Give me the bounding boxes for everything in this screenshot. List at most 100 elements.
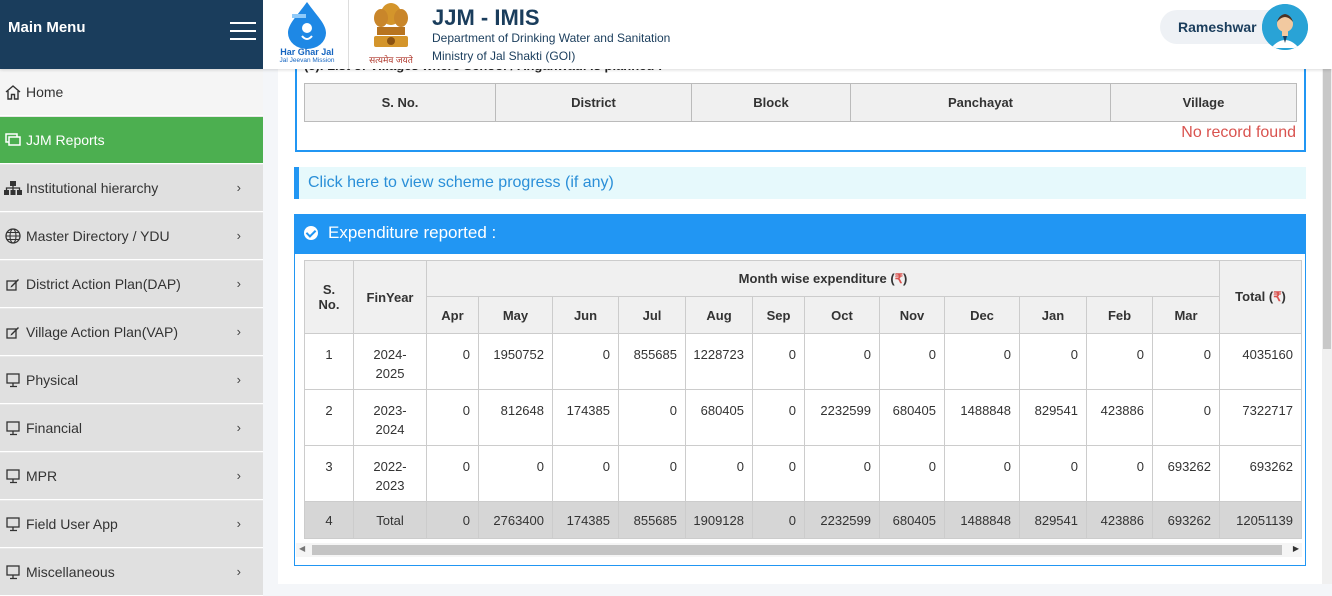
chevron-right-icon: › — [236, 420, 241, 435]
hierarchy-icon — [2, 180, 24, 196]
sidebar-item-miscellaneous[interactable]: Miscellaneous › — [0, 549, 263, 596]
table-horizontal-scrollbar[interactable]: ◀ ▶ — [296, 543, 1302, 557]
user-avatar-icon[interactable] — [1262, 4, 1308, 50]
month-header-sep: Sep — [752, 296, 805, 334]
logo-text-har-ghar-jal: Har Ghar Jal — [280, 47, 334, 57]
user-profile-button[interactable]: Rameshwar — [1160, 4, 1308, 50]
sidebar-item-financial[interactable]: Financial › — [0, 405, 263, 452]
month-header-may: May — [478, 296, 553, 334]
row-month-value: 1228723 — [685, 333, 753, 390]
top-header: Main Menu Har Ghar Jal Jal Jeevan Missio… — [0, 0, 1332, 69]
sidebar-item-vap[interactable]: Village Action Plan(VAP) › — [0, 309, 263, 356]
sidebar-item-field-user-app[interactable]: Field User App › — [0, 501, 263, 548]
sidebar: Home JJM Reports Institutional hierarchy… — [0, 69, 263, 596]
table-row: 2 2023- 2024 0 812648 174385 0 680405 0 2232599 68… — [304, 389, 1302, 446]
chevron-right-icon: › — [236, 372, 241, 387]
reports-icon — [2, 132, 24, 148]
row-month-value: 812648 — [478, 389, 553, 446]
row-finyear: 2024- 2025 — [353, 333, 427, 390]
month-header-apr: Apr — [426, 296, 479, 334]
month-header-oct: Oct — [804, 296, 880, 334]
total-month-value: 2763400 — [478, 501, 553, 539]
row-month-value: 1488848 — [944, 389, 1020, 446]
monitor-icon — [2, 468, 24, 484]
row-sno: 1 — [304, 333, 354, 390]
page-vertical-scrollbar[interactable] — [1322, 69, 1332, 584]
monitor-icon — [2, 516, 24, 532]
row-month-value: 0 — [879, 333, 945, 390]
total-month-value: 2232599 — [804, 501, 880, 539]
scrollbar-thumb[interactable] — [312, 545, 1282, 555]
sidebar-item-label: JJM Reports — [26, 132, 105, 148]
har-ghar-jal-logo[interactable]: Har Ghar Jal Jal Jeevan Mission — [272, 0, 342, 69]
sidebar-item-physical[interactable]: Physical › — [0, 357, 263, 404]
sidebar-item-home[interactable]: Home — [0, 69, 263, 116]
monitor-icon — [2, 564, 24, 580]
expenditure-panel-header: Expenditure reported : — [294, 214, 1306, 254]
scheme-progress-link[interactable]: Click here to view scheme progress (if a… — [308, 174, 614, 191]
month-header-feb: Feb — [1086, 296, 1153, 334]
total-month-value: 1488848 — [944, 501, 1020, 539]
total-month-value: 174385 — [552, 501, 619, 539]
total-month-value: 1909128 — [685, 501, 753, 539]
hamburger-menu-icon[interactable] — [230, 22, 256, 42]
scroll-right-arrow-icon[interactable]: ▶ — [1292, 544, 1299, 553]
month-header-dec: Dec — [944, 296, 1020, 334]
sidebar-item-label: Financial — [26, 420, 83, 436]
sidebar-item-label: Institutional hierarchy — [26, 180, 159, 196]
check-circle-icon — [304, 226, 318, 240]
column-header: Block — [691, 83, 851, 122]
chevron-right-icon: › — [236, 324, 241, 339]
row-month-value: 680405 — [879, 389, 945, 446]
department-name: Department of Drinking Water and Sanitat… — [432, 31, 671, 45]
total-month-value: 0 — [752, 501, 805, 539]
finyear-header: FinYear — [353, 260, 427, 334]
month-header-jan: Jan — [1019, 296, 1087, 334]
sidebar-item-label: Village Action Plan(VAP) — [26, 324, 179, 340]
expenditure-table: S. No. FinYear Month wise expenditure (₹)… — [304, 260, 1302, 539]
row-month-value: 0 — [552, 445, 619, 502]
row-month-value: 0 — [685, 445, 753, 502]
row-month-value: 0 — [752, 389, 805, 446]
sidebar-item-jjm-reports[interactable]: JJM Reports — [0, 117, 263, 164]
chevron-right-icon: › — [236, 468, 241, 483]
edit-icon — [2, 276, 24, 292]
column-header: District — [495, 83, 692, 122]
sidebar-item-dap[interactable]: District Action Plan(DAP) › — [0, 261, 263, 308]
user-name: Rameshwar — [1178, 19, 1257, 35]
chevron-right-icon: › — [236, 516, 241, 531]
row-sno: 2 — [304, 389, 354, 446]
sidebar-item-master-directory[interactable]: Master Directory / YDU › — [0, 213, 263, 260]
app-title: JJM - IMIS — [432, 5, 540, 30]
main-menu-title: Main Menu — [8, 19, 86, 36]
edit-icon — [2, 324, 24, 340]
sidebar-item-institutional-hierarchy[interactable]: Institutional hierarchy › — [0, 165, 263, 212]
sidebar-item-mpr[interactable]: MPR › — [0, 453, 263, 500]
month-header-jun: Jun — [552, 296, 619, 334]
row-month-value: 0 — [752, 333, 805, 390]
row-month-value: 0 — [426, 445, 479, 502]
chevron-right-icon: › — [236, 564, 241, 579]
row-month-value: 680405 — [685, 389, 753, 446]
header-divider — [348, 0, 349, 69]
row-month-value: 829541 — [1019, 389, 1087, 446]
row-month-value: 423886 — [1086, 389, 1153, 446]
row-month-value: 174385 — [552, 389, 619, 446]
main-menu-bar: Main Menu — [0, 0, 263, 69]
emblem-motto: सत्यमेव जयते — [369, 55, 413, 65]
row-month-value: 0 — [879, 445, 945, 502]
row-month-value: 0 — [944, 333, 1020, 390]
ministry-name: Ministry of Jal Shakti (GOI) — [432, 49, 576, 63]
row-month-value: 0 — [552, 333, 619, 390]
row-month-value: 0 — [426, 389, 479, 446]
row-finyear: 2022- 2023 — [353, 445, 427, 502]
total-month-value: 855685 — [618, 501, 686, 539]
chevron-right-icon: › — [236, 228, 241, 243]
sno-header: S. No. — [304, 260, 354, 334]
row-sno: 3 — [304, 445, 354, 502]
globe-icon — [2, 228, 24, 244]
row-total: 693262 — [1219, 445, 1302, 502]
scroll-left-arrow-icon[interactable]: ◀ — [299, 544, 306, 553]
row-month-value: 0 — [1086, 445, 1153, 502]
total-row: 4 Total 0 2763400 174385 855685 1909128 0 223259… — [304, 501, 1302, 539]
